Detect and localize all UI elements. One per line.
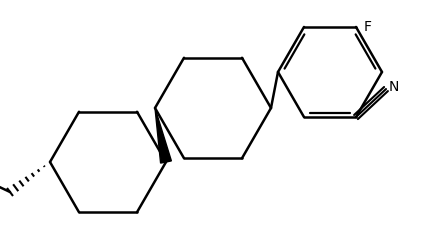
Text: N: N (389, 80, 399, 94)
Text: F: F (364, 20, 372, 34)
Polygon shape (155, 108, 171, 163)
